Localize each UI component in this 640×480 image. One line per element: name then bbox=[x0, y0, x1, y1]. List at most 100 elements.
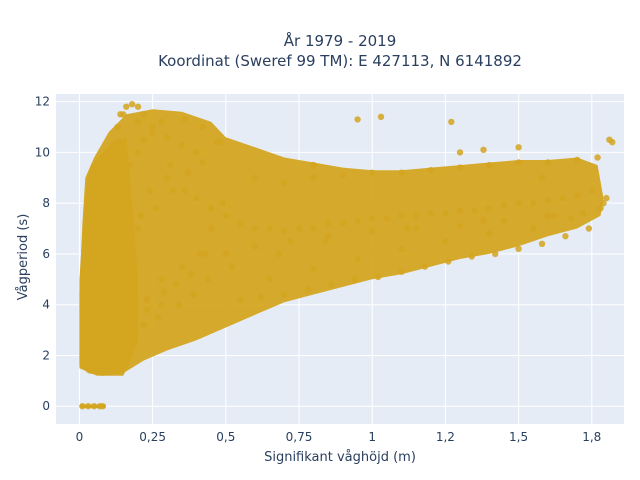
data-point bbox=[600, 200, 607, 207]
data-point bbox=[90, 403, 98, 410]
data-point bbox=[199, 159, 206, 166]
data-point bbox=[111, 149, 118, 156]
x-tick-label: 0 bbox=[76, 430, 84, 444]
data-point bbox=[208, 205, 215, 212]
data-point bbox=[588, 187, 595, 194]
data-point bbox=[222, 212, 229, 219]
data-point bbox=[486, 161, 493, 169]
data-point bbox=[143, 296, 150, 303]
data-point bbox=[178, 263, 186, 270]
data-point bbox=[295, 225, 303, 232]
data-point bbox=[456, 149, 464, 156]
x-tick-label: 0,75 bbox=[286, 430, 313, 444]
data-point bbox=[574, 156, 581, 164]
data-point bbox=[93, 352, 101, 359]
data-point bbox=[164, 174, 171, 181]
y-tick-label: 6 bbox=[42, 247, 50, 261]
data-point bbox=[181, 116, 188, 123]
data-point bbox=[205, 276, 212, 283]
x-axis-ticks: 0 0,25 0,5 0,75 1 1,2 1,5 1,8 bbox=[76, 430, 602, 444]
data-point bbox=[354, 116, 361, 123]
data-point bbox=[114, 250, 121, 258]
data-point bbox=[257, 293, 265, 301]
data-point bbox=[530, 225, 537, 232]
data-point bbox=[117, 111, 124, 118]
data-point bbox=[281, 179, 288, 186]
data-point bbox=[325, 220, 332, 227]
data-point bbox=[398, 169, 405, 176]
data-point bbox=[219, 200, 227, 207]
y-tick-label: 8 bbox=[42, 196, 50, 210]
data-point bbox=[175, 301, 183, 308]
data-points bbox=[79, 101, 616, 410]
data-point bbox=[96, 288, 104, 296]
data-point bbox=[562, 233, 569, 240]
data-point bbox=[550, 212, 557, 219]
data-point bbox=[251, 174, 259, 181]
data-point bbox=[559, 194, 566, 202]
x-axis-title: Signifikant våghöjd (m) bbox=[264, 450, 416, 465]
data-point bbox=[169, 187, 177, 194]
data-point bbox=[158, 276, 165, 283]
y-tick-label: 2 bbox=[42, 348, 50, 362]
data-point bbox=[102, 365, 110, 372]
data-point bbox=[383, 215, 390, 222]
data-point bbox=[184, 169, 191, 176]
data-point bbox=[354, 255, 361, 263]
data-point bbox=[594, 154, 601, 161]
data-point bbox=[442, 238, 449, 245]
data-point bbox=[105, 342, 112, 349]
data-point bbox=[266, 276, 273, 283]
data-point bbox=[85, 326, 92, 334]
data-point bbox=[412, 225, 420, 232]
data-point bbox=[164, 134, 171, 141]
data-point bbox=[471, 207, 478, 214]
data-point bbox=[585, 225, 593, 232]
data-point bbox=[421, 263, 429, 270]
data-point bbox=[161, 288, 168, 296]
chart-title-line-2: Koordinat (Sweref 99 TM): E 427113, N 61… bbox=[158, 52, 522, 70]
data-point bbox=[96, 326, 104, 334]
data-point bbox=[131, 311, 139, 318]
data-point bbox=[152, 205, 159, 212]
data-point bbox=[456, 164, 464, 171]
data-point bbox=[538, 174, 546, 181]
data-point bbox=[369, 215, 376, 222]
x-tick-label: 0,5 bbox=[216, 430, 235, 444]
data-point bbox=[515, 159, 522, 166]
data-point bbox=[126, 161, 133, 169]
data-point bbox=[310, 266, 317, 273]
data-point bbox=[374, 273, 382, 280]
data-point bbox=[480, 146, 487, 153]
data-point bbox=[351, 276, 358, 283]
data-point bbox=[456, 222, 464, 230]
data-point bbox=[515, 245, 522, 252]
data-point bbox=[530, 200, 537, 207]
data-point bbox=[398, 268, 405, 275]
y-tick-label: 4 bbox=[42, 298, 50, 312]
data-point bbox=[398, 245, 405, 252]
data-point bbox=[369, 227, 376, 235]
data-point bbox=[328, 281, 335, 288]
data-point bbox=[158, 118, 165, 126]
data-point bbox=[99, 357, 107, 364]
data-point bbox=[281, 291, 288, 298]
data-point bbox=[339, 172, 347, 179]
data-point bbox=[111, 174, 118, 181]
data-point bbox=[480, 217, 487, 225]
data-point bbox=[500, 217, 508, 225]
data-point bbox=[202, 250, 209, 258]
data-point bbox=[134, 149, 142, 156]
data-point bbox=[492, 250, 499, 258]
data-point bbox=[79, 403, 86, 410]
data-point bbox=[93, 250, 101, 258]
data-point bbox=[281, 227, 288, 235]
data-point bbox=[114, 123, 121, 131]
data-point bbox=[606, 136, 613, 143]
data-point bbox=[193, 149, 200, 156]
data-point bbox=[500, 202, 508, 209]
data-point bbox=[128, 238, 136, 245]
data-point bbox=[486, 230, 493, 237]
data-point bbox=[196, 250, 203, 258]
data-point bbox=[85, 403, 92, 410]
